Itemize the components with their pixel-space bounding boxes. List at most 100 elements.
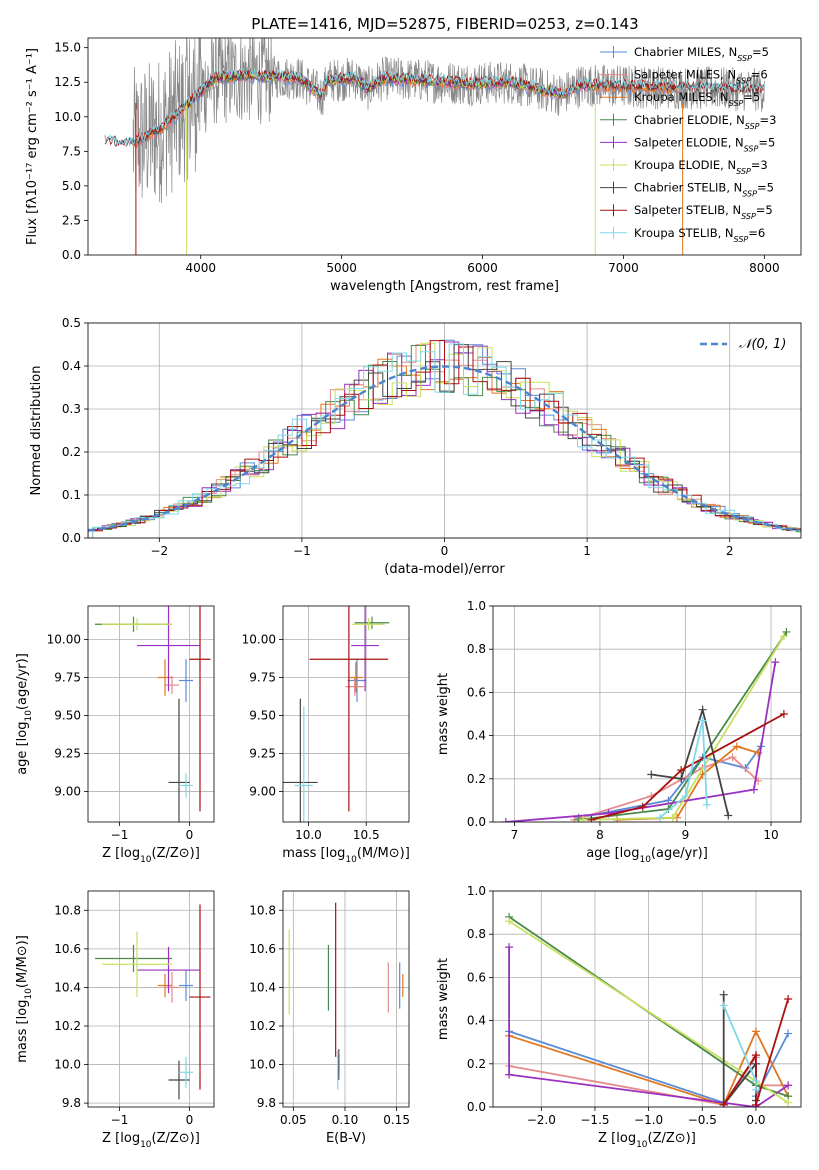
axes-frame [282,605,410,823]
y-tick-label: 10.0 [54,1058,81,1072]
axes-frame [87,322,802,539]
y-axis-label-main: age [log [15,722,30,775]
weight-marker [702,800,711,809]
y-tick-label: 0.1 [62,488,81,502]
weight-marker [501,818,510,822]
x-tick-label: 8000 [749,261,780,275]
x-tick-label: 0.0 [746,1113,765,1127]
y-tick-label: 15.0 [54,41,81,55]
legend-entry-rest: =5 [743,90,760,104]
model-spectrum-chabrier-stelib [104,68,765,147]
legend-entry-rest: =6 [751,68,768,82]
y-axis-label: mass weight [436,958,451,1040]
legend-entry-rest: =3 [760,113,777,127]
legend-entry-label: Chabrier MILES, NSSP=5 [634,45,769,63]
weight-marker [749,785,758,794]
x-axis-label: wavelength [Angstrom, rest frame] [330,279,559,294]
y-tick-label: 10.4 [249,980,276,994]
legend-entry-rest: =5 [757,181,774,195]
weight-marker [505,917,514,926]
x-tick-label: −1 [293,544,311,558]
y-tick-label: 9.8 [62,1096,81,1110]
x-axis-label-sub: 10 [345,855,357,865]
y-tick-label: 9.00 [249,785,276,799]
weight-marker [751,1027,760,1036]
x-tick-label: −1.5 [580,1113,609,1127]
plot-area [505,912,793,1107]
weight-marker [681,792,690,801]
legend-entry-main: Kroupa MILES, N [634,90,729,104]
x-tick-label: 7000 [608,261,639,275]
y-tick-label: 9.50 [54,709,81,723]
y-tick-label: 10.6 [54,942,81,956]
plot-area [283,606,390,822]
y-axis-label-rest: (M/M⊙)] [15,935,30,988]
weight-marker [779,710,788,718]
y-tick-label: 9.25 [249,747,276,761]
x-axis-label: mass [log10(M/M⊙)] [282,846,410,865]
weight-marker [505,943,514,952]
y-axis-label: Flux [fλ10⁻¹⁷ erg cm⁻² s⁻¹ A⁻¹] [25,48,40,245]
x-tick-label: −2 [150,544,168,558]
y-tick-label: 9.25 [54,747,81,761]
weight-series-salpeter-elodie [508,947,789,1107]
y-tick-label: 0.8 [467,927,486,941]
y-tick-label: 9.75 [54,670,81,684]
panel-mass_vs_ebv: 0.05 0.10 0.15 9.8 10.0 10.2 10.4 10.6 10.8 E(B-V… [249,890,410,1146]
weight-series-salpeter-stelib [591,713,785,821]
x-axis-label: E(B-V) [326,1131,366,1146]
y-tick-label: 0.2 [467,772,486,786]
legend-entry-main: Salpeter STELIB, N [634,203,741,217]
model-spectrum-chabrier-miles [132,73,680,148]
plot-area [501,627,791,822]
weight-marker [698,716,707,725]
y-tick-label: 0.8 [467,642,486,656]
weight-marker [587,815,596,822]
weight-marker [677,774,686,783]
y-tick-label: 0.3 [62,402,81,416]
legend-entry-sub: SSP [742,189,757,198]
y-tick-label: 0.5 [62,316,81,330]
plot-area [104,38,765,255]
weight-marker [751,1077,760,1086]
legend-entry-sub: SSP [741,212,756,221]
x-tick-label: 0 [441,544,449,558]
legend-entry-rest: =5 [756,203,773,217]
legend-entry-main: Chabrier ELODIE, N [634,113,745,127]
legend-entry-main: Chabrier STELIB, N [634,181,742,195]
axes-frame [492,890,802,1108]
x-tick-label: 0.15 [383,1113,410,1127]
legend-entry-main: Salpeter ELODIE, N [634,135,744,149]
x-tick-label: 0.10 [332,1113,359,1127]
x-axis-label-main: Z [log [102,846,140,861]
weight-series-salpeter-miles [574,756,759,821]
x-axis-label: Z [log10(Z/Z⊙)] [102,846,200,865]
weight-series-salpeter-elodie [505,662,777,822]
y-tick-label: 10.00 [242,632,276,646]
weight-marker [784,1029,793,1038]
weight-marker [698,705,707,714]
weight-marker [719,990,728,999]
weight-marker [677,766,686,775]
weight-series-chabrier-stelib [651,706,730,816]
legend-entry-label: Kroupa STELIB, NSSP=6 [634,226,765,244]
weight-marker [779,632,788,641]
weight-marker [751,1100,760,1107]
plot-area [95,606,211,822]
axes-frame [282,890,410,1108]
weight-marker [647,770,656,779]
weight-marker [638,802,647,811]
legend-entry-label: Chabrier ELODIE, NSSP=3 [634,113,776,131]
panel-massweight_vs_Z: −2.0 −1.5 −1.0 −0.5 0.0 0.0 0.2 0.4 0.6 0.8 1.0 Z [… [436,884,802,1150]
y-axis-label: Normed distribution [29,366,44,496]
legend-entry-sub: SSP [734,234,749,243]
x-axis-label-rest: (age/yr)] [651,846,708,861]
weight-marker [719,1001,728,1010]
x-tick-label: 0 [186,828,194,842]
x-tick-label: −2.0 [527,1113,556,1127]
plot-area [88,339,801,538]
y-axis-label-sub: 10 [24,988,34,1000]
